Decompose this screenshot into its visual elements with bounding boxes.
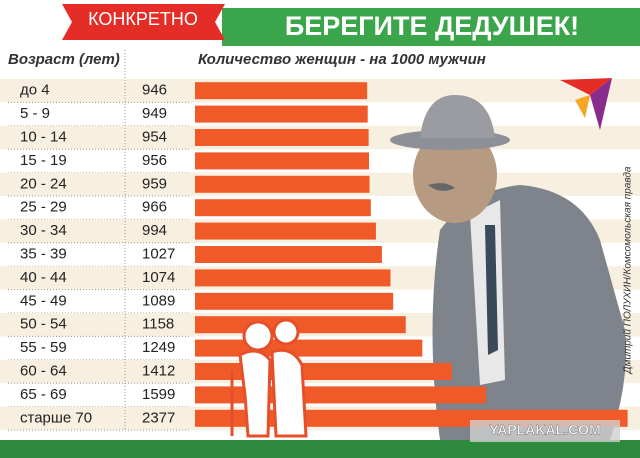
category-label: 25 - 29 xyxy=(20,199,67,216)
bar xyxy=(195,339,423,357)
bar xyxy=(195,175,370,193)
watermark: YAPLAKAL.COM xyxy=(489,422,601,438)
value-label: 959 xyxy=(142,175,167,192)
value-label: 1158 xyxy=(142,316,174,333)
value-label: 954 xyxy=(142,128,167,145)
footer-band xyxy=(0,440,640,458)
bar xyxy=(195,82,368,100)
category-label: до 4 xyxy=(20,82,50,99)
value-label: 1412 xyxy=(142,362,175,379)
category-label: 30 - 34 xyxy=(20,222,67,239)
category-header: Возраст (лет) xyxy=(8,51,120,68)
bar xyxy=(195,316,406,334)
category-label: 40 - 44 xyxy=(20,269,67,286)
value-label: 956 xyxy=(142,152,167,169)
category-label: 65 - 69 xyxy=(20,386,67,403)
logo xyxy=(560,78,612,130)
couple-icon xyxy=(230,318,308,438)
bar xyxy=(195,105,368,123)
bar xyxy=(195,152,369,170)
category-label: 45 - 49 xyxy=(20,292,67,309)
value-label: 1027 xyxy=(142,245,175,262)
value-label: 1249 xyxy=(142,339,175,356)
value-header: Количество женщин - на 1000 мужчин xyxy=(198,51,486,68)
bar xyxy=(195,246,382,263)
category-label: 35 - 39 xyxy=(20,245,67,262)
watermark-box xyxy=(470,420,620,442)
bar xyxy=(195,222,376,240)
value-label: 1074 xyxy=(142,269,175,286)
value-label: 1089 xyxy=(142,292,175,309)
category-label: старше 70 xyxy=(20,409,92,426)
category-label: 15 - 19 xyxy=(20,152,67,169)
bar xyxy=(195,363,452,380)
bar xyxy=(195,129,369,146)
bar xyxy=(195,269,391,287)
category-label: 60 - 64 xyxy=(20,362,67,379)
chart-title: БЕРЕГИТЕ ДЕДУШЕК! xyxy=(285,11,579,41)
value-label: 1599 xyxy=(142,386,175,403)
value-label: 994 xyxy=(142,222,167,239)
category-label: 5 - 9 xyxy=(20,105,50,122)
value-label: 946 xyxy=(142,82,167,99)
badge-ribbon xyxy=(62,4,225,40)
category-label: 10 - 14 xyxy=(20,128,67,145)
value-label: 949 xyxy=(142,105,167,122)
category-label: 50 - 54 xyxy=(20,316,67,333)
bar xyxy=(195,292,394,310)
old-man-photo xyxy=(390,95,626,440)
value-label: 966 xyxy=(142,199,167,216)
value-label: 2377 xyxy=(142,409,175,426)
bar xyxy=(195,386,487,404)
title-banner xyxy=(222,8,640,46)
category-label: 55 - 59 xyxy=(20,339,67,356)
badge: КОНКРЕТНО xyxy=(88,9,198,29)
category-label: 20 - 24 xyxy=(20,175,67,192)
photo-credit: Дмитрий ПОЛУХИН/Комсомольская правда xyxy=(623,166,634,374)
bar xyxy=(195,199,371,217)
